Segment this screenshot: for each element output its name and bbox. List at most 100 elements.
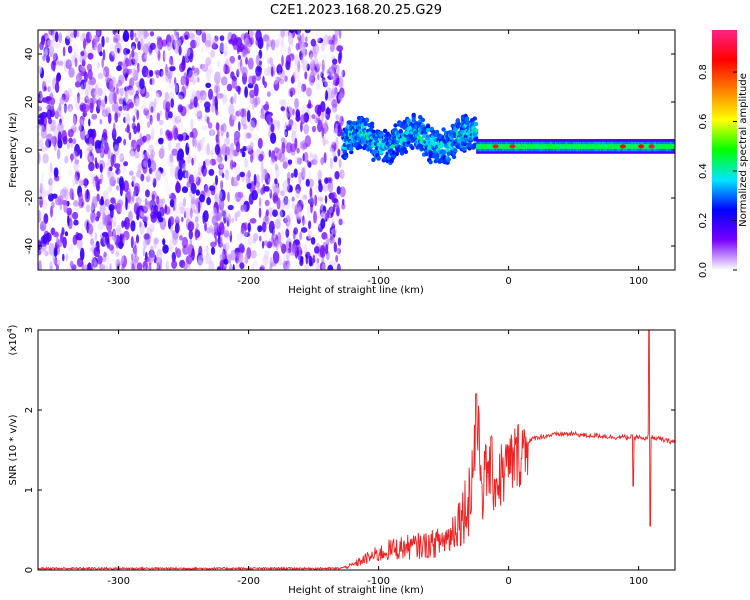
heatmap-cell — [123, 180, 129, 193]
heatmap-cell — [287, 247, 291, 254]
heatmap-cell — [132, 177, 136, 186]
heatmap-cell — [73, 30, 77, 39]
heatmap-cell — [206, 33, 212, 47]
heatmap-cell — [105, 36, 110, 43]
heatmap-cell — [159, 127, 163, 136]
heatmap-cell — [42, 153, 49, 164]
heatmap-cell — [59, 96, 65, 105]
heatmap-cell — [295, 42, 300, 51]
heatmap-cell — [295, 109, 300, 119]
heatmap-cell — [212, 42, 217, 49]
heatmap-cell — [275, 218, 281, 230]
heatmap-cell — [246, 110, 251, 123]
heatmap-cell — [102, 171, 109, 184]
heatmap-cell — [99, 163, 103, 173]
heatmap-cell — [93, 246, 101, 258]
heatmap-cell — [97, 224, 103, 232]
heatmap-cell — [210, 148, 215, 157]
heatmap-cell — [183, 197, 186, 207]
heatmap-cell — [258, 197, 262, 208]
heatmap-cell — [61, 38, 65, 48]
heatmap-cell — [312, 168, 316, 174]
heatmap-cell — [420, 117, 425, 123]
heatmap-cell — [283, 198, 291, 210]
heatmap-cell — [62, 253, 65, 262]
heatmap-cell — [283, 156, 288, 163]
heatmap-cell — [280, 106, 286, 112]
heatmap-cell — [195, 189, 200, 196]
heatmap-cell — [256, 252, 263, 261]
heatmap-cell — [275, 31, 280, 39]
heatmap-cell — [298, 171, 302, 185]
heatmap-cell — [245, 172, 251, 185]
heatmap-cell — [234, 131, 241, 140]
heatmap-cell — [110, 197, 116, 205]
heatmap-cell — [112, 228, 117, 242]
heatmap-cell — [171, 148, 178, 156]
heatmap-cell — [276, 103, 282, 110]
heatmap-cell — [205, 245, 209, 255]
heatmap-cell — [72, 189, 76, 200]
heatmap-cell — [319, 261, 326, 270]
heatmap-cell — [330, 90, 336, 99]
heatmap-cell — [184, 34, 189, 40]
heatmap-cell — [219, 146, 224, 156]
heatmap-cell — [319, 245, 326, 259]
heatmap-cell — [109, 80, 114, 93]
heatmap-cell — [107, 167, 110, 178]
heatmap-cell — [118, 169, 124, 178]
heatmap-cell — [73, 160, 80, 173]
heatmap-cell — [175, 216, 180, 226]
heatmap-cell — [123, 62, 128, 75]
heatmap-cell — [95, 216, 100, 222]
heatmap-cell — [143, 266, 147, 270]
heatmap-cell — [112, 139, 119, 152]
heatmap-cell — [167, 140, 172, 152]
heatmap-cell — [219, 42, 225, 55]
heatmap-cell — [262, 75, 265, 86]
heatmap-cell — [132, 115, 136, 123]
heatmap-cell — [269, 57, 274, 66]
heatmap-cell — [263, 230, 268, 241]
heatmap-cell — [108, 92, 115, 105]
heatmap-cell — [76, 123, 80, 134]
heatmap-cell — [201, 165, 205, 174]
heatmap-cell — [142, 239, 147, 248]
heatmap-cell — [234, 92, 237, 104]
heatmap-cell — [51, 136, 58, 145]
heatmap-cell — [339, 186, 346, 198]
heatmap-cell — [320, 101, 326, 113]
heatmap-cell — [185, 243, 192, 255]
heatmap-cell — [50, 125, 54, 132]
heatmap-cell — [264, 199, 270, 207]
heatmap-cell — [223, 137, 230, 146]
heatmap-cell — [297, 30, 301, 38]
heatmap-cell — [340, 30, 345, 41]
heatmap-cell — [101, 36, 105, 48]
heatmap-cell — [204, 185, 210, 194]
heatmap-cell — [336, 263, 341, 270]
heatmap-cell — [223, 42, 228, 56]
heatmap-cell — [145, 189, 150, 198]
heatmap-cell — [90, 256, 97, 270]
heatmap-cell — [200, 140, 206, 150]
heatmap-cell — [150, 121, 154, 129]
heatmap-cell — [139, 221, 142, 228]
heatmap-cell — [150, 149, 155, 158]
heatmap-cell — [116, 177, 120, 185]
heatmap-cell — [275, 38, 280, 49]
heatmap-cell — [243, 257, 249, 264]
heatmap-cell — [80, 50, 85, 57]
heatmap-cell — [99, 51, 103, 57]
heatmap-cell — [278, 99, 286, 106]
heatmap-cell — [46, 55, 50, 64]
heatmap-cell — [184, 134, 190, 141]
heatmap-cell — [126, 113, 130, 126]
heatmap-cell — [255, 65, 262, 77]
heatmap-cell — [187, 141, 190, 148]
heatmap-cell — [224, 154, 228, 162]
heatmap-cell — [322, 136, 326, 146]
heatmap-cell — [306, 235, 312, 241]
heatmap-cell — [128, 210, 133, 222]
heatmap-cell — [338, 110, 342, 124]
